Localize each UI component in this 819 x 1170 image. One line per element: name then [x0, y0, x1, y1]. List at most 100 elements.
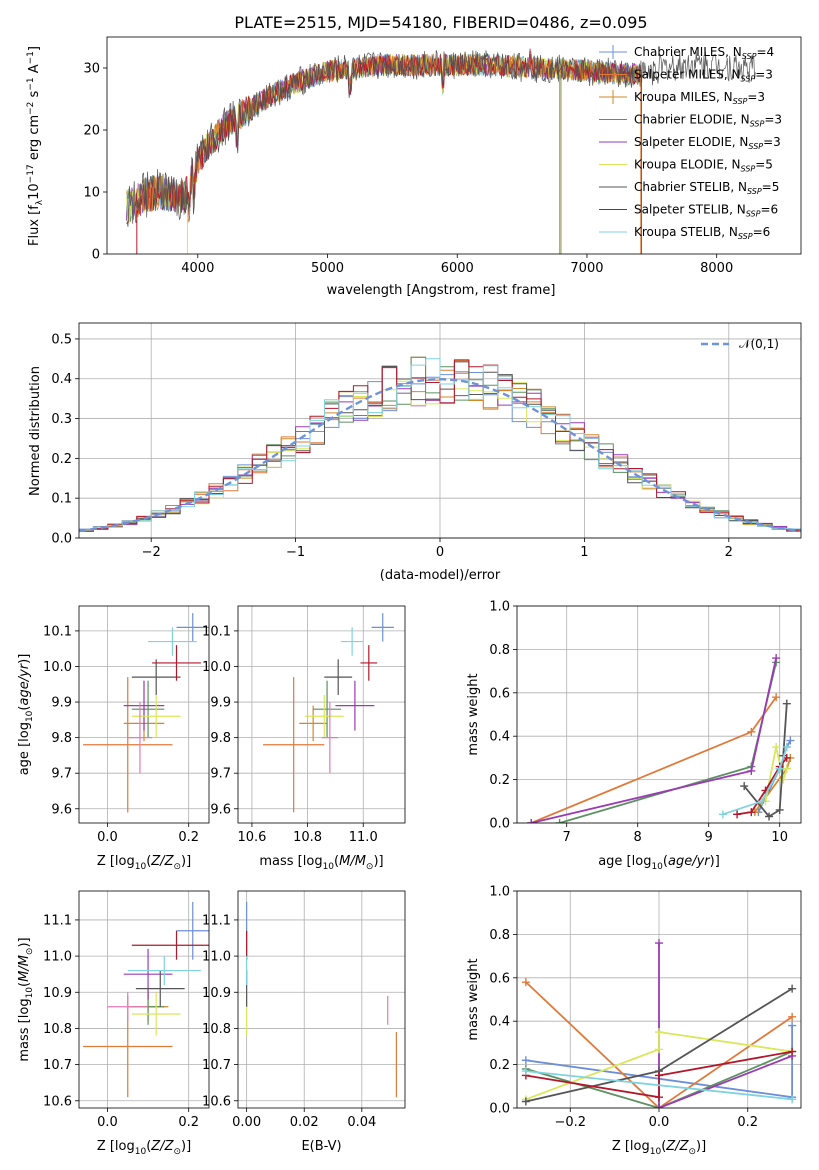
x-tick-label: 11.0 [349, 830, 378, 845]
y-tick-label: 11.0 [43, 950, 72, 965]
label-part: ( [146, 1139, 151, 1154]
x-axis-label: mass [log10(M/M⊙)] [259, 854, 383, 872]
plot-area [79, 356, 801, 534]
weight-marker [521, 978, 530, 987]
label-part: ⊙ [366, 862, 374, 872]
plot-area [83, 901, 209, 1098]
y-tick-label: 0.4 [489, 1015, 510, 1030]
label-part: −1 [26, 77, 36, 90]
y-tick-label: 0.2 [489, 773, 510, 788]
weight-marker [775, 805, 784, 814]
legend-label-part: SSP [741, 165, 756, 174]
x-tick-label: 10.8 [293, 830, 322, 845]
legend-label-part: Chabrier MILES, N [634, 45, 742, 59]
weight-marker [788, 1021, 797, 1030]
y-tick-label: 9.8 [210, 731, 231, 746]
x-tick-label: 10 [771, 830, 788, 845]
data-point [152, 645, 201, 681]
label-part: Z [log [97, 854, 135, 869]
label-part: Z/Z [665, 1139, 689, 1154]
weight-marker [747, 727, 756, 736]
label-part: mass [log [17, 998, 32, 1061]
weight-marker [521, 1067, 530, 1076]
weight-marker [655, 1071, 663, 1080]
label-part: ] [27, 46, 42, 51]
y-tick-label: 10.7 [202, 1058, 231, 1073]
legend-label-part: =6 [760, 203, 778, 217]
label-part: Z/Z [150, 854, 174, 869]
weight-marker [779, 775, 788, 784]
label-part: 10 [135, 862, 147, 872]
legend-label-part: SSP [738, 232, 753, 241]
weight-line [530, 696, 777, 823]
legend-label-part: SSP [733, 97, 748, 106]
x-axis-label: Z [log10(Z/Z⊙)] [97, 854, 191, 872]
weight-marker [788, 1012, 797, 1021]
label-part: M/M [339, 854, 366, 869]
residual-x-label: (data-model)/error [380, 568, 501, 583]
label-part: 10 [27, 183, 42, 200]
weight-marker [733, 810, 742, 819]
residual-panel: −2 −1 0 1 2 0.0 0.1 0.2 0.3 0.4 0.5 𝒩(0,1) (data-mod… [28, 322, 802, 583]
x-tick-label: 0.02 [290, 1115, 319, 1130]
x-axis-label: Z [log10(Z/Z⊙)] [612, 1139, 706, 1157]
label-part: ( [334, 854, 339, 869]
y-tick-label: 9.6 [210, 802, 231, 817]
errorbar-panel: 0.00 0.02 0.04 10.6 10.7 10.8 10.9 11.0 11.1 E(B-… [202, 890, 406, 1154]
weight-marker [655, 1104, 663, 1108]
plot-area [527, 654, 795, 823]
x-tick-label: 10.6 [237, 830, 266, 845]
errorbar-panel: 0.0 0.210.610.710.810.911.011.1Z [log10(Z… [17, 890, 210, 1157]
data-point [131, 659, 181, 695]
weight-marker [782, 764, 791, 773]
y-tick-label: 0.0 [489, 817, 510, 832]
weight-marker [757, 797, 766, 806]
label-part: ⊙ [173, 862, 181, 872]
label-part: ( [17, 706, 32, 711]
label-part: )] [17, 654, 32, 664]
axes-frame [78, 605, 210, 824]
y-tick-label: 0.4 [51, 372, 72, 387]
y-tick-label: 20 [83, 124, 100, 139]
x-tick-label: 7000 [570, 261, 603, 276]
weight-marker [747, 808, 756, 817]
y-tick-label: 0 [92, 248, 100, 263]
weight-marker [521, 1097, 530, 1106]
weight-marker [747, 766, 756, 775]
x-tick-label: 0.2 [737, 1115, 758, 1130]
data-point [324, 659, 353, 695]
y-tick-label: 0.6 [489, 686, 510, 701]
y-tick-label: 9.8 [51, 731, 72, 746]
label-part: )] [710, 854, 720, 869]
data-point [313, 680, 341, 738]
weight-line [530, 657, 777, 823]
label-part: −2 [26, 102, 36, 115]
label-part: s [27, 90, 42, 101]
legend-label-part: Kroupa ELODIE, N [634, 158, 741, 172]
y-tick-label: 10.6 [202, 1094, 231, 1109]
weight-marker [782, 699, 791, 708]
y-axis-label: mass weight [466, 958, 481, 1040]
legend-label-part: =4 [756, 45, 774, 59]
label-part: Z/Z [150, 1139, 174, 1154]
y-tick-label: 10 [83, 186, 100, 201]
y-tick-label: 10.1 [43, 624, 72, 639]
legend-label-part: =3 [763, 135, 781, 149]
legend-label: Kroupa MILES, NSSP=3 [634, 90, 765, 106]
label-part: 10 [650, 1147, 662, 1157]
label-part: mass [log [259, 854, 322, 869]
legend-label-part: SSP [746, 210, 761, 219]
y-axis-label: age [log10(age/yr)] [17, 654, 35, 776]
label-part: λ [35, 199, 45, 205]
legend-label-part: Salpeter STELIB, N [634, 203, 746, 217]
legend-label-part: SSP [750, 120, 765, 129]
legend-label-part: =6 [753, 225, 771, 239]
y-tick-label: 9.9 [210, 696, 231, 711]
legend-label-part: SSP [741, 75, 756, 84]
legend-label: Salpeter STELIB, NSSP=6 [634, 203, 778, 219]
label-part: ⊙ [173, 1147, 181, 1157]
label-part: ( [663, 854, 668, 869]
data-point [176, 901, 209, 960]
y-tick-label: 0.8 [489, 643, 510, 658]
